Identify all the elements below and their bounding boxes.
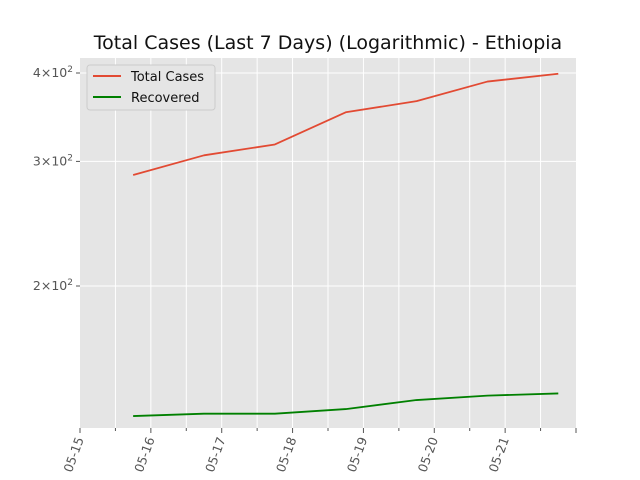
series-line-recovered (133, 392, 559, 417)
x-tick-label: 05-20 (415, 435, 442, 474)
x-tick-label: 05-16 (131, 435, 158, 474)
legend: Total Cases Recovered (86, 64, 216, 111)
x-tick-label: 05-17 (202, 435, 229, 474)
y-tick-label: 4×102 (33, 65, 73, 80)
y-tick-label: 2×102 (33, 278, 73, 293)
chart-title: Total Cases (Last 7 Days) (Logarithmic) … (93, 32, 562, 54)
x-tick-label: 05-15 (60, 435, 87, 474)
legend-label-recovered: Recovered (131, 91, 200, 106)
x-tick-label: 05-18 (273, 435, 300, 474)
series-line-total-cases (132, 72, 559, 176)
x-axis: 05-15 05-16 05-17 05-18 05-19 05-20 05-21 (60, 428, 577, 474)
x-tick-label: 05-19 (344, 435, 371, 474)
grid-lines (80, 58, 576, 428)
series-lines (132, 72, 559, 417)
y-tick-label: 3×102 (33, 153, 73, 168)
y-axis: 2×102 3×102 4×102 (33, 65, 80, 293)
legend-label-total-cases: Total Cases (130, 70, 204, 85)
x-tick-label: 05-21 (485, 435, 512, 474)
